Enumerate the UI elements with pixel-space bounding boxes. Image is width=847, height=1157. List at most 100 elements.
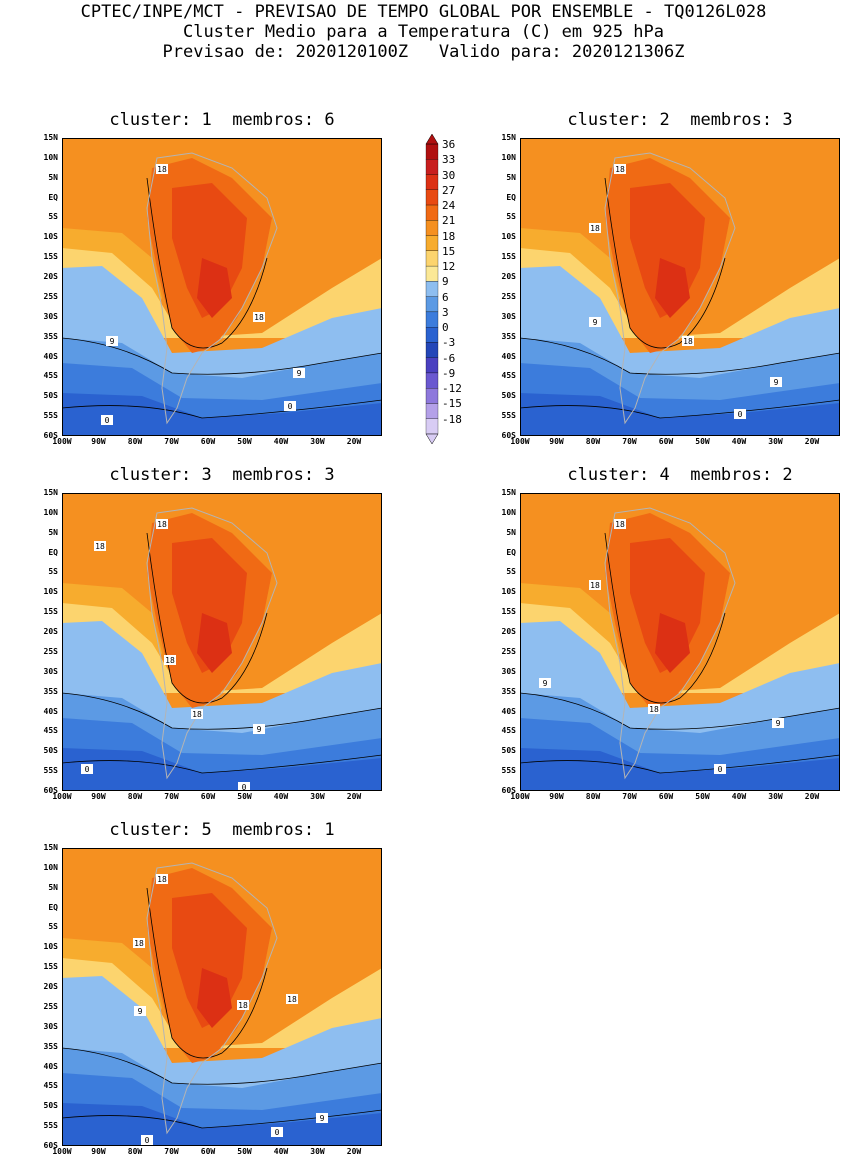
lat-label: 60S (501, 431, 516, 440)
lat-label: 45S (43, 1081, 58, 1091)
lat-label: 50S (501, 746, 516, 756)
colorbar-label: 36 (442, 138, 456, 151)
contour-label: 18 (615, 520, 625, 529)
lon-label: 20W (804, 437, 820, 446)
lat-label: EQ (506, 547, 516, 557)
colorbar-label: 30 (442, 168, 456, 182)
contour-label: 0 (145, 1136, 150, 1145)
temperature-map-4: 18 18 18 9 9 0 (520, 493, 840, 791)
contour-label: 0 (738, 410, 743, 419)
header-line-1: CPTEC/INPE/MCT - PREVISAO DE TEMPO GLOBA… (80, 2, 767, 22)
lat-label: 15S (501, 252, 516, 262)
colorbar-label: -6 (442, 351, 456, 365)
contour-label: 18 (683, 337, 693, 346)
lat-label: 5S (506, 212, 516, 222)
colorbar-label: -9 (442, 366, 456, 380)
contour-label: 18 (254, 313, 264, 322)
lon-label: 40W (731, 792, 747, 801)
colorbar-scale (425, 133, 439, 445)
lat-label: 35S (43, 1041, 58, 1051)
lat-label: 20S (501, 272, 516, 282)
lon-label: 60W (658, 792, 674, 801)
lat-label: 10N (501, 152, 516, 162)
header-line-2: Cluster Medio para a Temperatura (C) em … (182, 22, 665, 42)
colorbar-swatch (425, 265, 439, 282)
colorbar-label: 21 (442, 214, 456, 228)
lat-label: 60S (501, 786, 516, 795)
lat-label: 10N (43, 152, 58, 162)
lat-label: 10S (43, 942, 58, 952)
contour-label: 9 (297, 369, 302, 378)
lat-label: 50S (43, 746, 58, 756)
colorbar-swatch (425, 418, 439, 435)
lat-label: 40S (43, 706, 58, 716)
lon-label: 60W (200, 437, 216, 446)
lon-label: 50W (237, 792, 252, 801)
colorbar-swatch (425, 388, 439, 404)
contour-label: 0 (718, 765, 723, 774)
colorbar-label: -3 (442, 336, 456, 350)
lat-label: 5S (506, 567, 516, 577)
contour-label: 18 (134, 939, 144, 948)
lat-label: 40S (43, 1061, 58, 1071)
lon-label: 30W (768, 437, 783, 446)
lat-label: 5S (48, 567, 58, 577)
colorbar-swatch (425, 159, 439, 175)
contour-label: 9 (110, 337, 115, 346)
contour-label: 18 (238, 1001, 248, 1010)
lat-label: 15S (501, 607, 516, 617)
lat-label: 30S (43, 1021, 58, 1031)
lat-label: 5N (48, 172, 58, 182)
contour-label: 18 (590, 224, 600, 233)
lat-label: 25S (501, 291, 516, 301)
contour-label: 0 (85, 765, 90, 774)
temperature-map-3: 18 18 18 18 9 0 0 (62, 493, 382, 791)
lat-label: 15N (43, 843, 58, 852)
lat-label: 50S (501, 391, 516, 401)
colorbar-swatch (425, 143, 439, 160)
lat-label: 15N (501, 488, 516, 497)
lon-label: 70W (164, 792, 179, 801)
temperature-map-2: 18 18 18 9 9 0 (520, 138, 840, 436)
colorbar-label: 24 (442, 199, 456, 213)
lon-label: 60W (658, 437, 674, 446)
lon-label: 90W (91, 437, 106, 446)
colorbar-swatch (425, 189, 439, 206)
lon-label: 90W (91, 792, 106, 801)
colorbar-label: 33 (442, 153, 456, 167)
colorbar-swatch (425, 174, 439, 190)
contour-label: 0 (275, 1128, 280, 1137)
lon-label: 40W (731, 437, 747, 446)
lon-label: 50W (695, 437, 710, 446)
lat-label: 5N (48, 527, 58, 537)
colorbar-label: -12 (442, 382, 462, 396)
lat-label: 5S (48, 922, 58, 932)
colorbar-swatch (425, 296, 439, 313)
lat-label: 55S (501, 411, 516, 421)
lat-label: 15N (43, 488, 58, 497)
lat-label: 25S (43, 1001, 58, 1011)
colorbar-swatch (425, 220, 439, 236)
colorbar (424, 133, 464, 445)
lat-label: 60S (43, 1141, 58, 1150)
lon-label: 90W (549, 792, 564, 801)
colorbar-label: -15 (442, 397, 462, 411)
lat-label: 35S (501, 686, 516, 696)
contour-label: 0 (288, 402, 293, 411)
lat-label: 30S (501, 666, 516, 676)
colorbar-swatch (425, 250, 439, 267)
lon-label: 30W (310, 437, 325, 446)
colorbar-swatch (425, 372, 439, 389)
lat-label: 30S (43, 311, 58, 321)
lon-label: 40W (273, 1147, 289, 1156)
colorbar-swatch (425, 403, 439, 419)
lon-label: 50W (237, 437, 252, 446)
contour-label: 9 (257, 725, 262, 734)
contour-label: 18 (157, 520, 167, 529)
contour-label: 18 (649, 705, 659, 714)
lat-label: 10S (43, 232, 58, 242)
lat-label: 5N (506, 527, 516, 537)
colorbar-swatch (425, 342, 439, 358)
lon-label: 60W (200, 1147, 216, 1156)
lat-label: 50S (43, 391, 58, 401)
